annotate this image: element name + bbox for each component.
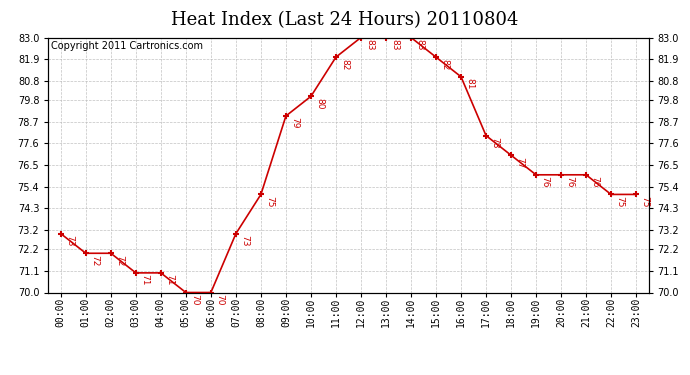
Text: 81: 81 (465, 78, 474, 90)
Text: 70: 70 (215, 294, 224, 305)
Text: Heat Index (Last 24 Hours) 20110804: Heat Index (Last 24 Hours) 20110804 (171, 11, 519, 29)
Text: 73: 73 (65, 235, 74, 246)
Text: 72: 72 (115, 255, 124, 266)
Text: 82: 82 (340, 58, 349, 70)
Text: 73: 73 (240, 235, 249, 246)
Text: 75: 75 (265, 196, 274, 207)
Text: 75: 75 (640, 196, 649, 207)
Text: 78: 78 (490, 137, 499, 148)
Text: 80: 80 (315, 98, 324, 109)
Text: 76: 76 (540, 176, 549, 188)
Text: 71: 71 (165, 274, 174, 286)
Text: 76: 76 (565, 176, 574, 188)
Text: 72: 72 (90, 255, 99, 266)
Text: 70: 70 (190, 294, 199, 305)
Text: 75: 75 (615, 196, 624, 207)
Text: 83: 83 (365, 39, 374, 50)
Text: 76: 76 (590, 176, 599, 188)
Text: 83: 83 (390, 39, 399, 50)
Text: 83: 83 (415, 39, 424, 50)
Text: 82: 82 (440, 58, 449, 70)
Text: 79: 79 (290, 117, 299, 129)
Text: 71: 71 (140, 274, 149, 286)
Text: Copyright 2011 Cartronics.com: Copyright 2011 Cartronics.com (51, 41, 204, 51)
Text: 77: 77 (515, 157, 524, 168)
